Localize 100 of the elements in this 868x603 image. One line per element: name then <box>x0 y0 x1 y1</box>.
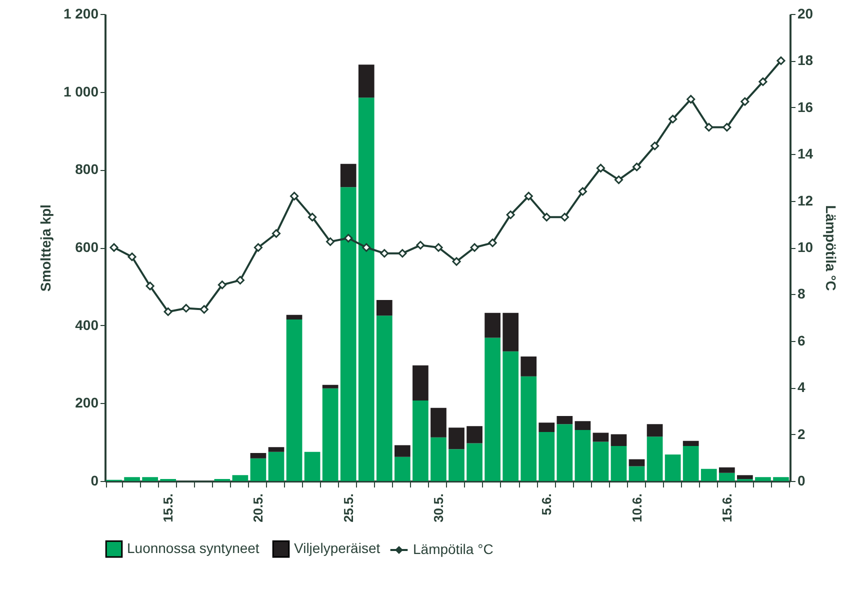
bar <box>250 452 266 458</box>
point <box>146 282 154 290</box>
bar <box>448 428 464 450</box>
y2-tick-label: 20 <box>798 6 814 22</box>
point <box>578 187 587 196</box>
point <box>686 94 696 104</box>
bar <box>484 312 500 338</box>
bar <box>700 468 717 481</box>
point <box>524 192 533 200</box>
point <box>614 176 624 184</box>
bar <box>755 477 771 481</box>
point <box>776 56 786 65</box>
point <box>272 229 281 238</box>
x-tick-label: 5.6. <box>539 494 554 516</box>
bar <box>304 452 320 481</box>
bar <box>286 319 302 481</box>
y2-tick-label: 0 <box>798 472 806 488</box>
point <box>110 243 118 252</box>
bar <box>268 447 284 452</box>
bar <box>646 424 663 437</box>
bar <box>538 422 555 432</box>
bar <box>502 351 519 481</box>
point <box>740 97 750 106</box>
bar <box>286 314 302 320</box>
point <box>560 212 569 222</box>
point <box>398 249 407 258</box>
bar <box>358 64 374 98</box>
bar <box>430 408 446 438</box>
point <box>488 238 497 248</box>
x-tick-label: 15.5. <box>160 494 176 522</box>
bar <box>628 459 645 466</box>
bar <box>520 356 537 376</box>
x-tick-label: 30.5. <box>430 494 446 522</box>
point <box>470 243 479 252</box>
legend-label: Viljelyperäiset <box>294 540 380 556</box>
point <box>632 162 642 172</box>
point <box>308 212 317 222</box>
bar <box>412 365 428 400</box>
y2-tick-label: 18 <box>798 52 814 68</box>
bar <box>664 454 681 481</box>
bar <box>610 446 627 481</box>
bar <box>682 440 699 446</box>
bar <box>773 477 789 481</box>
y2-tick-label: 14 <box>798 146 814 162</box>
x-tick-label: 10.6. <box>629 494 644 522</box>
y-tick-label: 400 <box>75 316 99 333</box>
y2-tick-label: 6 <box>798 332 806 348</box>
bar <box>610 434 627 446</box>
point <box>596 164 606 172</box>
point <box>128 252 136 262</box>
bar <box>142 477 158 481</box>
point <box>434 243 443 252</box>
y-tick-label: 1 200 <box>63 6 99 22</box>
bar <box>718 472 735 481</box>
bar <box>394 456 410 481</box>
point <box>506 210 515 220</box>
point <box>326 237 335 246</box>
bar <box>502 312 519 352</box>
point <box>218 280 226 290</box>
bar <box>592 432 609 442</box>
point <box>236 276 244 284</box>
point <box>650 142 660 150</box>
bar <box>376 316 392 481</box>
bar <box>376 300 392 316</box>
bar <box>484 338 500 481</box>
point <box>704 122 714 132</box>
bar <box>556 416 573 424</box>
bar <box>250 458 266 481</box>
point <box>542 212 551 222</box>
bar <box>430 437 446 481</box>
y-axis-title: Smoltteja kpl <box>37 204 54 292</box>
bar <box>628 466 645 481</box>
x-tick-label: 20.5. <box>250 494 266 522</box>
point <box>380 249 389 258</box>
bar <box>340 164 356 188</box>
point <box>344 234 353 242</box>
bar <box>412 400 428 481</box>
bar <box>394 445 410 457</box>
legend-label: Lämpötila °C <box>413 541 494 557</box>
point <box>290 192 299 200</box>
bar <box>737 475 753 480</box>
point <box>182 304 190 312</box>
bar <box>322 384 338 388</box>
bar <box>358 98 374 481</box>
y2-tick-label: 4 <box>798 379 806 396</box>
legend-label: Luonnossa syntyneet <box>127 540 260 556</box>
point <box>254 243 263 252</box>
point <box>416 240 425 250</box>
bar <box>592 442 609 481</box>
y2-axis-title: Lämpötila °C <box>823 205 840 291</box>
bar <box>466 426 482 444</box>
point <box>758 77 768 86</box>
y2-tick-label: 2 <box>798 426 806 442</box>
bar <box>682 446 699 481</box>
y-tick-label: 800 <box>75 161 99 178</box>
bar <box>448 449 464 481</box>
point <box>362 243 371 252</box>
y-tick-label: 200 <box>75 394 99 411</box>
bar <box>520 376 537 481</box>
bar <box>718 467 735 473</box>
